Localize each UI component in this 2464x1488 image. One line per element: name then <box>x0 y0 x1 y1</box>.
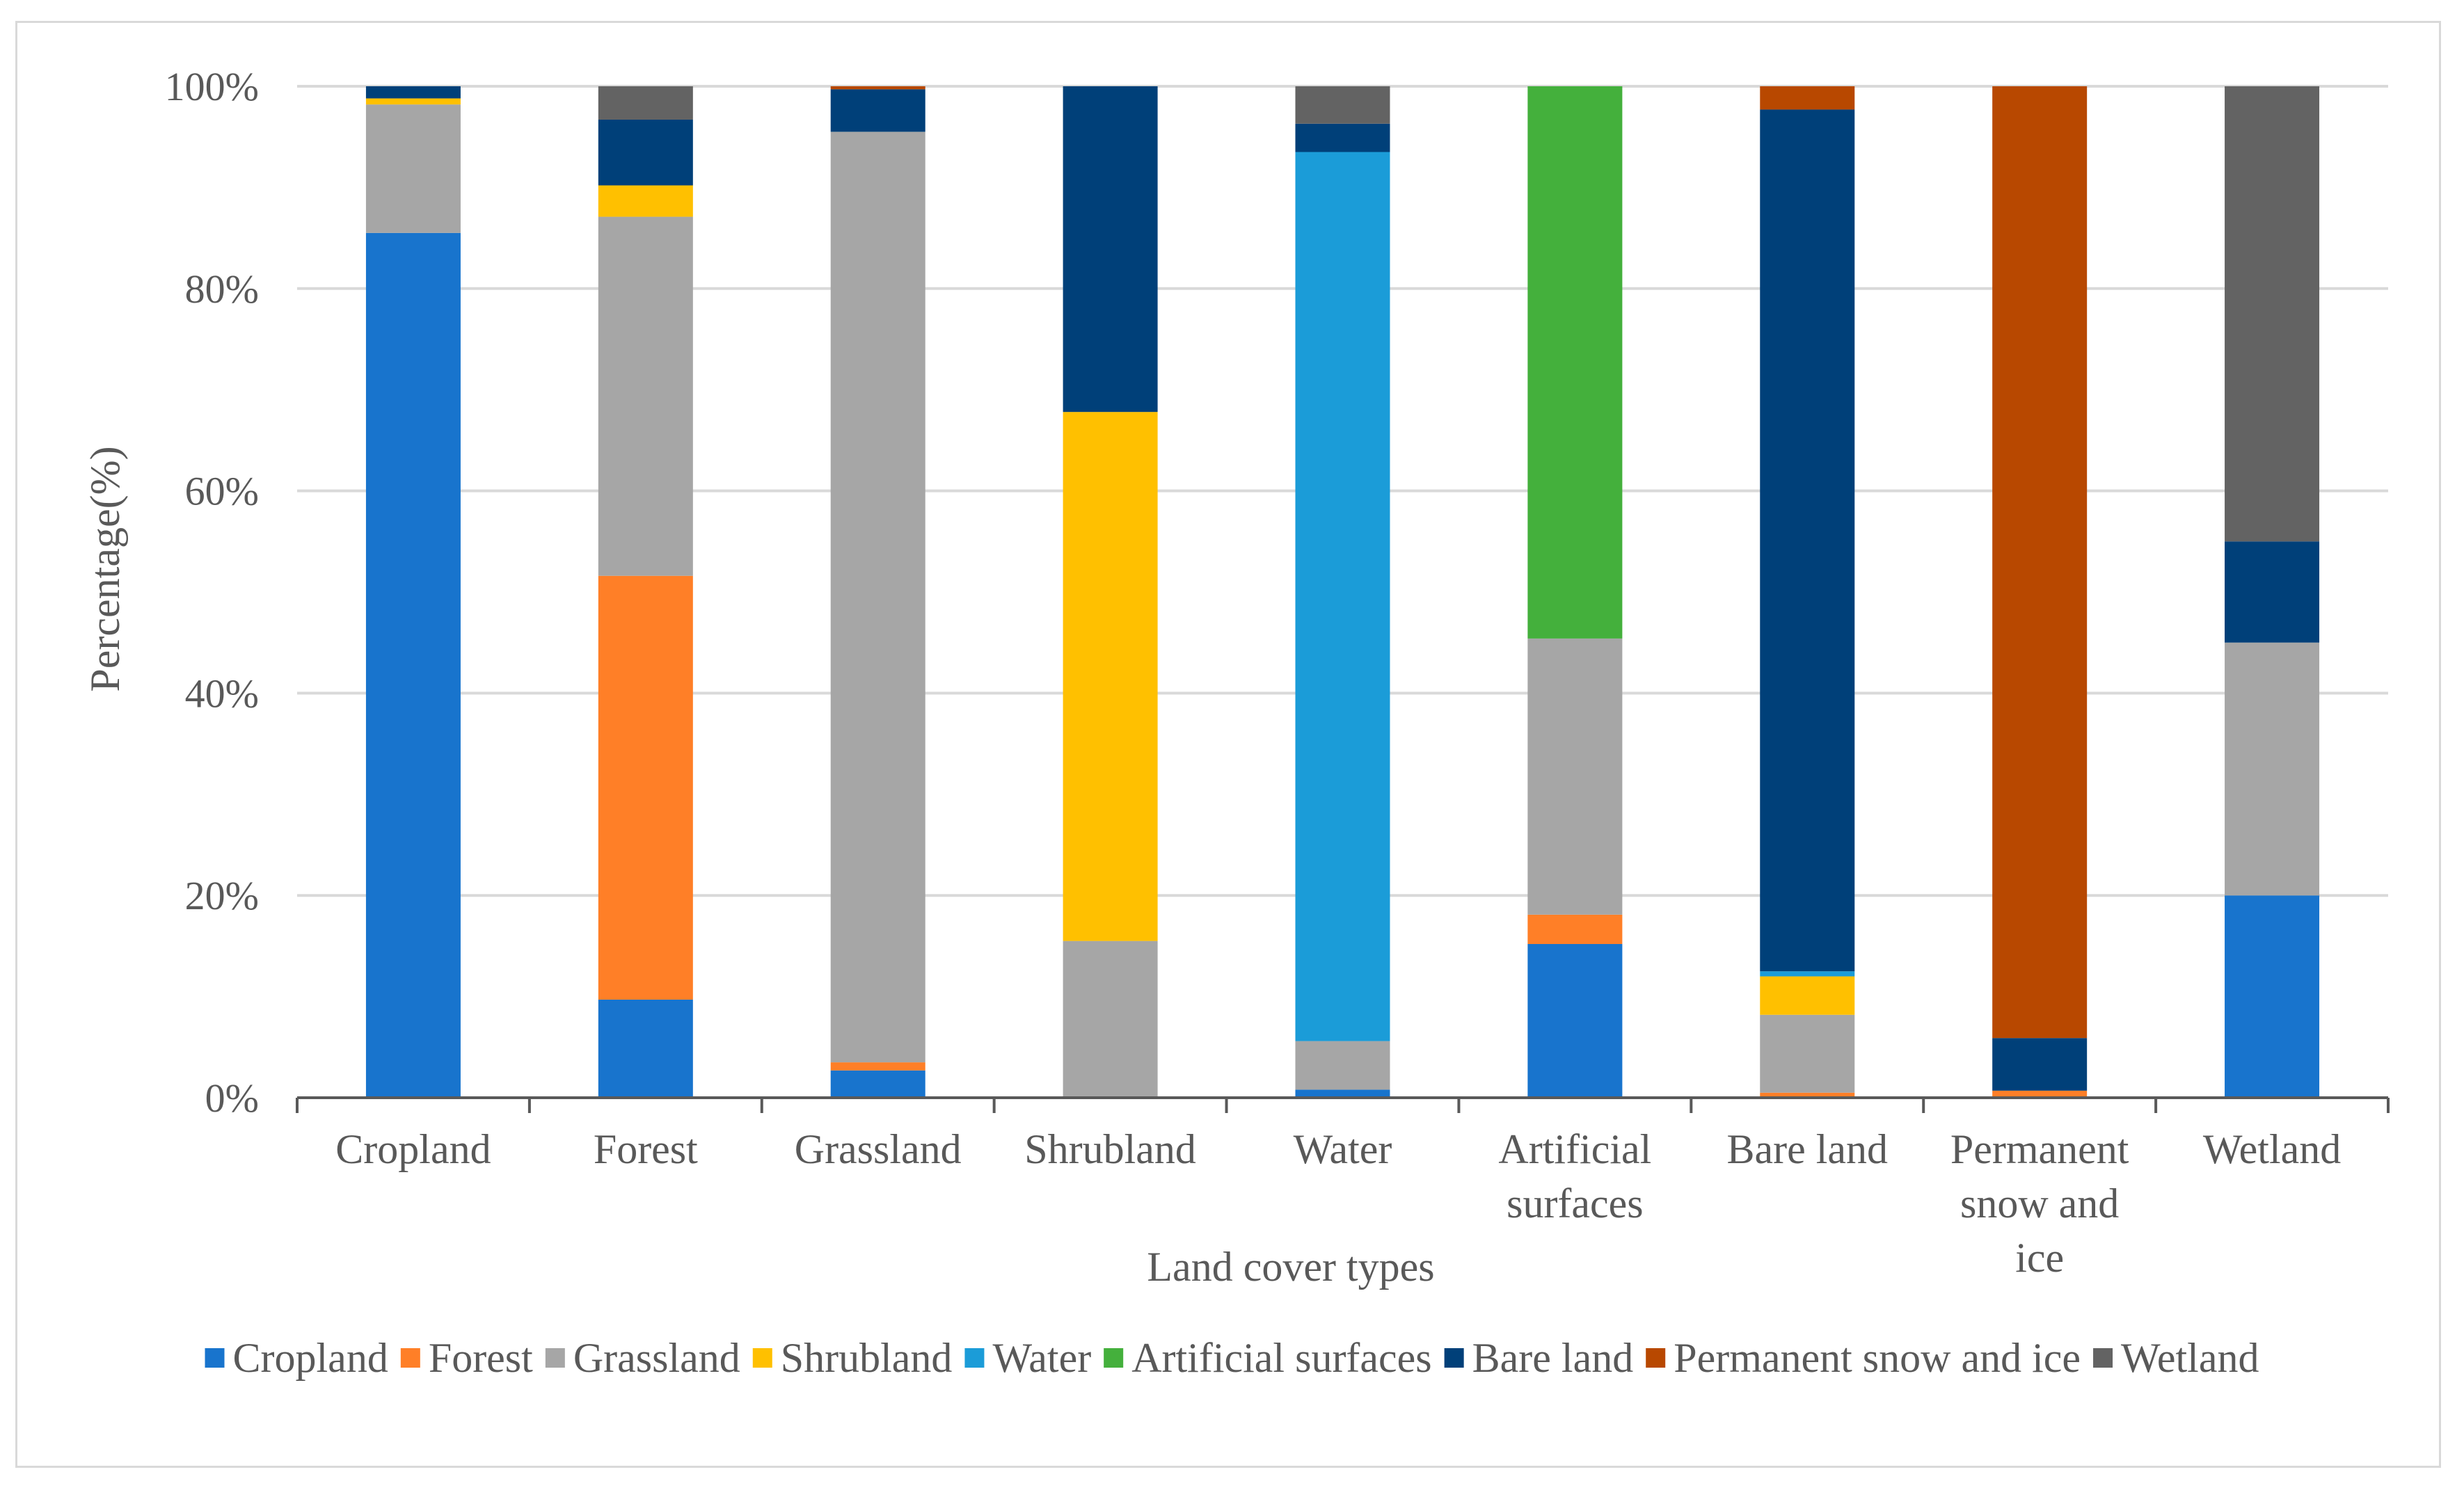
x-tick-label: Shrubland <box>1024 1126 1196 1172</box>
legend-item: Water <box>964 1335 1091 1381</box>
legend-swatch <box>545 1348 565 1368</box>
bar-segment <box>830 1070 925 1098</box>
x-tick-label: Water <box>1294 1126 1392 1172</box>
y-tick-label: 0% <box>205 1075 259 1121</box>
bar-segment <box>2225 541 2320 643</box>
legend-label: Wetland <box>2121 1335 2259 1381</box>
bar-segment <box>1760 971 1855 977</box>
bar-segment <box>1063 941 1158 1098</box>
bar-segment <box>1295 1041 1390 1090</box>
bar-segment <box>1527 943 1623 1098</box>
legend-swatch <box>964 1348 985 1368</box>
bar-segment <box>1295 123 1390 152</box>
legend-item: Cropland <box>205 1335 388 1381</box>
bar-segment <box>598 575 693 1000</box>
bar-segment <box>830 131 925 1063</box>
legend-item: Artificial surfaces <box>1104 1335 1432 1381</box>
bar-segment <box>1527 86 1623 639</box>
legend-label: Water <box>992 1335 1091 1381</box>
bar-segment <box>830 86 925 90</box>
bar-segment <box>365 86 461 99</box>
legend-item: Bare land <box>1444 1335 1634 1381</box>
legend-item: Shrubland <box>752 1335 953 1381</box>
bar-segment <box>830 89 925 132</box>
bar-segment <box>598 999 693 1098</box>
bar-segment <box>1760 976 1855 1015</box>
legend-item: Forest <box>400 1335 533 1381</box>
x-tick-marks <box>296 1098 2390 1113</box>
legend-label: Cropland <box>233 1335 388 1381</box>
bar-segment <box>1063 412 1158 941</box>
x-tick-label: Permanent snow and ice <box>1950 1126 2129 1281</box>
legend-swatch <box>1646 1348 1666 1368</box>
bar-segment <box>598 216 693 576</box>
legend-swatch <box>400 1348 420 1368</box>
bar-segment <box>1063 86 1158 413</box>
legend-swatch <box>752 1348 772 1368</box>
legend-item: Grassland <box>545 1335 740 1381</box>
bar-segment <box>2225 642 2320 896</box>
bar-segment <box>598 185 693 217</box>
y-tick-label: 80% <box>185 266 259 312</box>
x-tick-label: Wetland <box>2203 1126 2341 1172</box>
bar-segment <box>365 98 461 105</box>
bar-segment <box>1992 1038 2088 1091</box>
y-tick-labels: 0% 20% 40% 60% 80% 100% <box>165 64 259 1121</box>
bar-segment <box>365 232 461 1098</box>
legend-label: Artificial surfaces <box>1131 1335 1431 1381</box>
x-tick-label: Bare land <box>1726 1126 1888 1172</box>
y-tick-label: 40% <box>185 671 259 716</box>
bar-segment <box>830 1062 925 1071</box>
legend-label: Permanent snow and ice <box>1674 1335 2081 1381</box>
bar-segment <box>1527 638 1623 915</box>
bar-segment <box>598 119 693 186</box>
legend-item: Wetland <box>2093 1335 2259 1381</box>
bar-segment <box>598 86 693 120</box>
bar-segment <box>1992 86 2088 1039</box>
bar-segment <box>365 104 461 233</box>
bar-segment <box>1760 86 1855 110</box>
bar-segment <box>2225 86 2320 542</box>
legend-swatch <box>2093 1348 2113 1368</box>
legend-label: Forest <box>429 1335 533 1381</box>
legend-label: Grassland <box>573 1335 740 1381</box>
bar-segment <box>1760 1014 1855 1093</box>
x-tick-labels: Cropland Forest Grassland Shrubland Water Art… <box>335 1126 2341 1281</box>
bar-segment <box>1295 1089 1390 1098</box>
bar-segment <box>1527 914 1623 944</box>
legend-swatch <box>205 1348 225 1368</box>
x-tick-label: Cropland <box>335 1126 491 1172</box>
y-tick-label: 20% <box>185 873 259 918</box>
y-tick-label: 100% <box>165 64 259 109</box>
x-tick-label: Artificial surfaces <box>1498 1126 1651 1226</box>
x-axis-title: Land cover types <box>1147 1244 1434 1290</box>
legend-label: Shrubland <box>781 1335 953 1381</box>
y-tick-label: 60% <box>185 469 259 514</box>
legend-swatch <box>1104 1348 1124 1368</box>
legend-label: Bare land <box>1472 1335 1634 1381</box>
y-axis-title: Percentage(%) <box>82 446 128 691</box>
bar-segment <box>1992 1090 2088 1098</box>
bar-segment <box>1760 109 1855 972</box>
x-tick-label: Grassland <box>795 1126 962 1172</box>
x-tick-label: Forest <box>594 1126 698 1172</box>
legend-swatch <box>1444 1348 1464 1368</box>
bar-segment <box>1760 1092 1855 1098</box>
bars <box>365 86 2320 1098</box>
bar-segment <box>1295 152 1390 1041</box>
legend-item: Permanent snow and ice <box>1646 1335 2081 1381</box>
bar-segment <box>1295 86 1390 124</box>
bar-segment <box>2225 895 2320 1098</box>
legend: Cropland Forest Grassland Shrubland Water Art… <box>205 1335 2259 1381</box>
